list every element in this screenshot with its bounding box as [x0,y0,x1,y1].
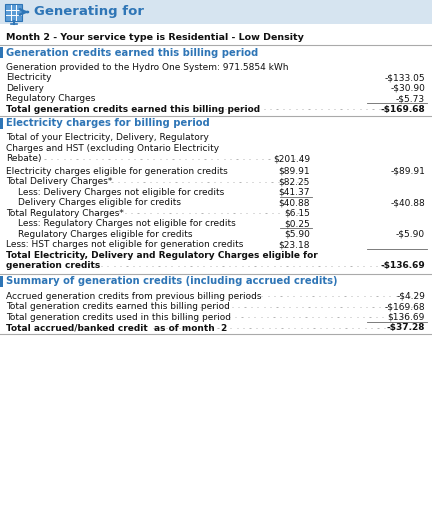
Text: $23.18: $23.18 [279,240,310,249]
Text: $41.37: $41.37 [279,188,310,197]
Text: -$169.68: -$169.68 [384,302,425,311]
Text: -$37.28: -$37.28 [387,323,425,332]
Text: Delivery Charges eligible for credits: Delivery Charges eligible for credits [18,198,181,207]
Text: Total Electricity, Delivery and Regulatory Charges eligible for: Total Electricity, Delivery and Regulato… [6,251,318,260]
Text: Month 2 - Your service type is Residential - Low Density: Month 2 - Your service type is Residenti… [6,33,304,42]
Text: $0.25: $0.25 [284,219,310,228]
Text: Regulatory Charges eligible for credits: Regulatory Charges eligible for credits [18,230,193,239]
FancyBboxPatch shape [0,276,3,287]
Text: Total generation credits earned this billing period: Total generation credits earned this bil… [6,302,230,311]
Text: Charges and HST (excluding Ontario Electricity: Charges and HST (excluding Ontario Elect… [6,144,219,153]
Text: Generation credits earned this billing period: Generation credits earned this billing p… [6,48,258,57]
Text: Total of your Electricity, Delivery, Regulatory: Total of your Electricity, Delivery, Reg… [6,133,209,142]
Text: $201.49: $201.49 [273,154,310,163]
Text: Rebate): Rebate) [6,154,41,163]
Text: Total Delivery Charges*: Total Delivery Charges* [6,177,112,186]
Text: -$30.90: -$30.90 [390,84,425,93]
Text: $6.15: $6.15 [284,209,310,218]
Text: Total generation credits used in this billing period: Total generation credits used in this bi… [6,313,231,322]
Text: Total accrued/banked credit  as of month  2: Total accrued/banked credit as of month … [6,323,227,332]
FancyBboxPatch shape [0,0,432,24]
FancyBboxPatch shape [0,117,3,129]
Text: $89.91: $89.91 [278,167,310,176]
Text: -$169.68: -$169.68 [380,105,425,114]
Text: -$40.88: -$40.88 [390,198,425,207]
Text: Generation provided to the Hydro One System: 971.5854 kWh: Generation provided to the Hydro One Sys… [6,63,289,72]
FancyBboxPatch shape [5,4,22,21]
Text: Less: HST charges not eligible for generation credits: Less: HST charges not eligible for gener… [6,240,243,249]
Text: -$4.29: -$4.29 [396,292,425,301]
Text: Electricity charges for billing period: Electricity charges for billing period [6,118,210,128]
Text: Generating for: Generating for [34,6,144,18]
Text: -$5.73: -$5.73 [396,94,425,103]
Text: $5.90: $5.90 [284,230,310,239]
Text: Electricity charges eligible for generation credits: Electricity charges eligible for generat… [6,167,228,176]
Text: Regulatory Charges: Regulatory Charges [6,94,95,103]
Text: -$136.69: -$136.69 [380,261,425,270]
Text: Delivery: Delivery [6,84,44,93]
Text: Total generation credits earned this billing period: Total generation credits earned this bil… [6,105,260,114]
Text: $82.25: $82.25 [279,177,310,186]
Text: $40.88: $40.88 [279,198,310,207]
Text: $136.69: $136.69 [388,313,425,322]
Text: Accrued generation credits from previous billing periods: Accrued generation credits from previous… [6,292,261,301]
Text: -$5.90: -$5.90 [396,230,425,239]
FancyBboxPatch shape [0,47,3,58]
Text: Summary of generation credits (including accrued credits): Summary of generation credits (including… [6,276,337,287]
Text: Total Regulatory Charges*: Total Regulatory Charges* [6,209,124,218]
Text: generation credits: generation credits [6,261,100,270]
Text: -$133.05: -$133.05 [384,73,425,82]
Text: Less: Regulatory Charges not eligible for credits: Less: Regulatory Charges not eligible fo… [18,219,236,228]
Text: Electricity: Electricity [6,73,51,82]
Text: Less: Delivery Charges not eligible for credits: Less: Delivery Charges not eligible for … [18,188,224,197]
Text: -$89.91: -$89.91 [390,167,425,176]
